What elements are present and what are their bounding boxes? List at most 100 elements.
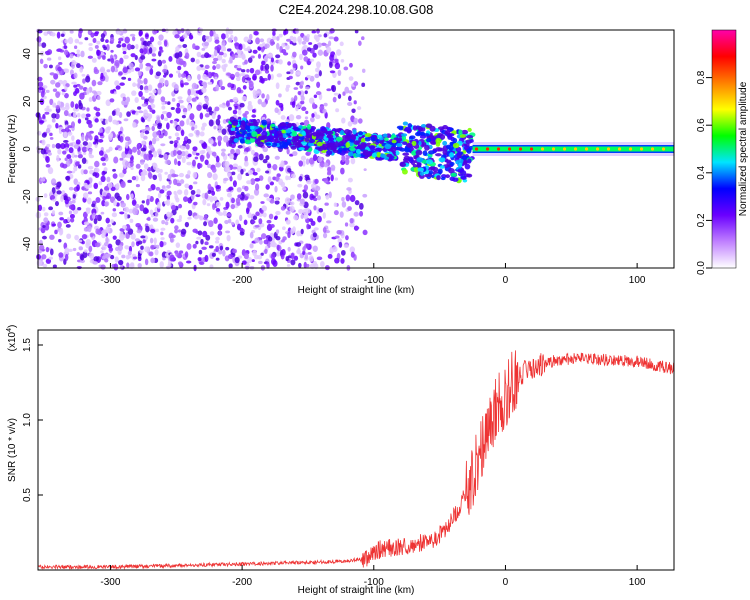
spectrogram-noise-cell — [340, 58, 345, 63]
spectrogram-noise-cell — [187, 88, 191, 96]
spectrogram-noise-cell — [344, 158, 350, 166]
tone-peak — [518, 147, 523, 151]
spectrogram-noise-cell — [184, 150, 189, 156]
spectrogram-noise-cell — [289, 35, 294, 41]
spectrogram-noise-cell — [65, 147, 69, 152]
spectrogram-signal-cell — [432, 167, 439, 172]
spectrogram-noise-cell — [49, 132, 53, 137]
spectrogram-noise-cell — [255, 37, 261, 45]
spectrogram-noise-cell — [215, 257, 220, 261]
spectrogram-noise-cell — [181, 115, 186, 119]
spectrogram-noise-cell — [73, 165, 78, 172]
spectrogram-noise-cell — [251, 259, 255, 263]
spectrogram-noise-cell — [336, 49, 342, 56]
spectrogram-signal-cell — [308, 138, 316, 144]
spectrogram-noise-cell — [245, 77, 252, 81]
spectrogram-noise-cell — [292, 151, 298, 157]
spectrogram-signal-cell — [466, 148, 472, 154]
spectrogram-noise-cell — [107, 224, 112, 228]
spectrogram-noise-cell — [135, 163, 141, 169]
spectrogram-signal-cell — [270, 123, 276, 128]
spectrogram-noise-cell — [66, 170, 73, 174]
spectrogram-noise-cell — [220, 45, 225, 52]
spectrogram-noise-cell — [121, 151, 127, 159]
spectrogram-noise-cell — [314, 189, 319, 197]
spectrogram-noise-cell — [246, 68, 250, 73]
spectrogram-noise-cell — [155, 186, 161, 191]
spectrogram-signal-cell — [276, 130, 283, 135]
spectrogram-noise-cell — [311, 113, 315, 118]
spectrogram-noise-cell — [100, 37, 105, 43]
spectrogram-noise-cell — [112, 168, 116, 172]
spectrogram-noise-cell — [127, 179, 132, 183]
spectrogram-noise-cell — [205, 145, 211, 153]
snr-x-tick-label: 0 — [503, 577, 509, 588]
spectrogram-noise-cell — [346, 187, 352, 191]
spectrogram-noise-cell — [71, 81, 77, 85]
spectrogram-signal-cell — [396, 142, 403, 147]
spectrogram-noise-cell — [349, 217, 354, 224]
spectrogram-noise-cell — [140, 235, 146, 239]
spectrogram-noise-cell — [161, 101, 166, 106]
tone-peak — [628, 147, 633, 151]
spectrogram-noise-cell — [312, 245, 318, 252]
spectrogram-noise-cell — [236, 201, 241, 206]
spectrogram-signal-cell — [384, 143, 392, 150]
snr-x-tick-label: -100 — [364, 577, 384, 588]
spectrogram-signal-cell — [364, 133, 372, 138]
spectrogram-noise-cell — [151, 58, 157, 62]
spectrogram-noise-cell — [115, 111, 121, 116]
spectrogram-noise-cell — [219, 79, 223, 87]
spectrogram-noise-cell — [74, 234, 79, 241]
spectrogram-signal-cell — [384, 156, 390, 161]
spectrogram-noise-cell — [315, 91, 322, 96]
spectrogram-noise-cell — [174, 132, 180, 137]
spectrogram-noise-cell — [322, 227, 327, 234]
spectrogram-noise-cell — [199, 150, 205, 155]
spectrogram-signal-cell — [459, 134, 467, 138]
spectrogram-signal-cell — [344, 135, 351, 141]
spectrogram-noise-cell — [51, 118, 56, 123]
spectrogram-noise-cell — [100, 33, 106, 39]
spectrogram-signal-cell — [425, 123, 433, 129]
spectrogram-noise-cell — [115, 239, 121, 246]
spectrogram-noise-cell — [290, 259, 296, 266]
spectrogram-noise-cell — [179, 179, 185, 184]
spectrogram-noise-cell — [58, 228, 63, 236]
spectrogram-noise-cell — [178, 172, 185, 178]
spectrogram-noise-cell — [187, 170, 191, 176]
spectrogram-noise-cell — [173, 142, 178, 148]
spectrogram-noise-cell — [144, 258, 149, 266]
spectrogram-noise-cell — [288, 75, 293, 80]
spectrogram-signal-cell — [380, 153, 387, 158]
spectrogram-noise-cell — [207, 171, 213, 179]
spectrogram-noise-cell — [195, 129, 200, 136]
spectrogram-noise-cell — [316, 81, 321, 88]
spectrogram-noise-cell — [189, 121, 195, 127]
spectrogram-noise-cell — [276, 42, 280, 50]
spectrogram-signal-cell — [382, 133, 388, 138]
spectrogram-signal-cell — [464, 163, 471, 170]
spectrogram-signal-cell — [265, 142, 272, 146]
spectrogram-noise-cell — [58, 252, 64, 258]
svg-text:(x104): (x104) — [6, 325, 18, 352]
spectrogram-noise-cell — [141, 118, 146, 123]
spectrogram-noise-cell — [95, 228, 100, 235]
spectrogram-noise-cell — [148, 92, 153, 96]
spectrogram-noise-cell — [151, 125, 155, 132]
spectrogram-noise-cell — [174, 121, 178, 126]
spectrogram-noise-cell — [275, 54, 281, 59]
spectrogram-noise-cell — [298, 175, 303, 182]
spectrogram-noise-cell — [107, 182, 113, 189]
spectrogram-noise-cell — [77, 151, 82, 155]
spectrogram-noise-cell — [363, 168, 367, 172]
spectrogram-noise-cell — [207, 183, 212, 191]
spectrogram-noise-cell — [123, 206, 130, 213]
spectrogram-noise-cell — [221, 148, 226, 152]
spectrogram-noise-cell — [78, 28, 83, 34]
spectrogram-signal-cell — [241, 120, 246, 127]
spectrogram-noise-cell — [176, 218, 182, 223]
spectrogram-noise-cell — [308, 218, 314, 223]
spectrogram-noise-cell — [328, 191, 332, 199]
spectrogram-noise-cell — [304, 90, 308, 95]
